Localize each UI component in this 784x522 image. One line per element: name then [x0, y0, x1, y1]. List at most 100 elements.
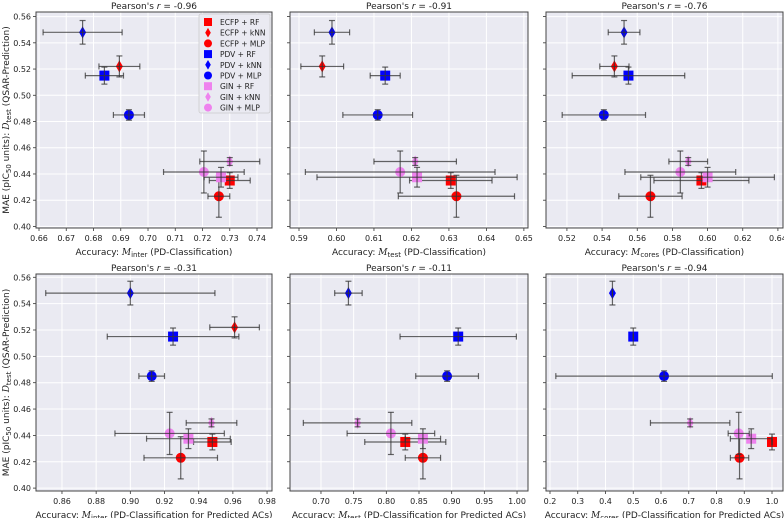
y-axis-label: MAE (pIC50 units): Dtest (QSAR-Predictio…	[2, 26, 13, 214]
panel-6: 0.2 0.3 0.4 0.5 0.6 0.7 0.8 0.9 1.0 Pearson's r =…	[543, 264, 784, 522]
panel-5: 0.70 0.75 0.80 0.85 0.90 0.95 1.00 Pearson's r …	[287, 264, 529, 522]
x-tick-label: 0.58	[664, 234, 682, 243]
data-point-ecfp-rf	[408, 172, 493, 189]
y-tick-label: 0.46	[13, 144, 31, 153]
y-tick-label: 0.46	[13, 405, 31, 414]
data-point-ecfp-mlp	[618, 174, 683, 218]
x-tick-label: 0.70	[312, 497, 330, 506]
data-point-pdv-mlp	[138, 370, 166, 382]
y-tick-label: 0.54	[13, 39, 31, 48]
data-point-ecfp-mlp	[397, 174, 516, 218]
panel-title: Pearson's r = -0.31	[111, 264, 197, 274]
x-tick-label: 0.5	[627, 497, 640, 506]
data-point-pdv-mlp	[415, 370, 480, 382]
plot-frame	[35, 11, 273, 229]
x-tick-label: 0.96	[224, 497, 242, 506]
data-point-pdv-knn	[607, 19, 641, 45]
x-tick-label: 0.54	[593, 234, 611, 243]
data-point-gin-knn	[185, 416, 238, 429]
data-point-pdv-mlp	[555, 370, 773, 382]
legend-frame	[198, 13, 271, 114]
y-tick-label: 0.44	[13, 170, 31, 179]
data-point-ecfp-knn	[98, 55, 141, 78]
y-tick-label: 0.42	[13, 196, 31, 205]
legend-entry: GIN + MLP	[220, 104, 260, 113]
x-tick-label: 0.66	[30, 234, 48, 243]
plot-frame	[545, 11, 784, 229]
panel-3: 0.52 0.54 0.56 0.58 0.60 0.62 0.64 Pearson's r …	[543, 2, 784, 259]
panel-4: 0.86 0.88 0.90 0.92 0.94 0.96 0.98 0.40 0.42 0.44…	[2, 264, 276, 522]
plot-frame	[289, 11, 529, 229]
x-tick-label: 0.90	[443, 497, 461, 506]
x-tick-label: 0.71	[166, 234, 184, 243]
x-tick-label: 0.63	[440, 234, 458, 243]
plot-background	[546, 12, 783, 228]
data-point-ecfp-mlp	[729, 436, 750, 480]
legend-entry: PDV + MLP	[220, 72, 262, 81]
x-tick-label: 0.74	[248, 234, 266, 243]
x-axis-label: Accuracy: Mcores (PD-Classification for …	[545, 511, 784, 518]
y-tick-label: 0.52	[13, 326, 31, 335]
data-point-gin-knn	[199, 155, 261, 168]
data-point-pdv-rf	[106, 327, 240, 346]
x-tick-label: 0.8	[710, 497, 723, 506]
x-axis-label: Accuracy: Mcores (PD-Classification)	[585, 248, 744, 259]
y-tick-label: 0.50	[13, 352, 31, 361]
data-point-gin-mlp	[624, 150, 737, 194]
data-point-gin-mlp	[162, 150, 245, 194]
panel-title: Pearson's r = -0.96	[111, 2, 197, 12]
data-point-gin-mlp	[304, 150, 496, 194]
plot-frame	[35, 273, 273, 492]
x-tick-label: 0.70	[139, 234, 157, 243]
data-point-gin-knn	[668, 155, 709, 168]
x-tick-label: 0.92	[156, 497, 174, 506]
data-point-ecfp-mlp	[143, 436, 219, 480]
panel-title: Pearson's r = -0.11	[366, 264, 452, 274]
x-tick-label: 0.4	[599, 497, 612, 506]
x-tick-label: 0.61	[365, 234, 383, 243]
x-tick-label: 1.00	[508, 497, 526, 506]
data-point-pdv-rf	[571, 66, 686, 85]
data-point-ecfp-knn	[209, 316, 260, 339]
x-axis-label: Accuracy: Mtest (PD-Classification)	[332, 248, 486, 259]
square-marker	[204, 50, 212, 59]
circle-marker	[204, 71, 212, 80]
data-point-gin-mlp	[727, 411, 750, 456]
y-axis-label: MAE (pIC50 units): Dtest (QSAR-Predictio…	[2, 289, 13, 477]
data-point-gin-rf	[316, 166, 518, 188]
data-point-pdv-knn	[334, 280, 363, 306]
x-tick-label: 0.2	[544, 497, 557, 506]
square-marker	[204, 82, 212, 91]
x-tick-label: 0.60	[328, 234, 346, 243]
x-tick-label: 0.69	[112, 234, 130, 243]
data-point-pdv-knn	[608, 280, 616, 306]
x-tick-label: 0.62	[403, 234, 421, 243]
data-point-gin-knn	[373, 155, 458, 168]
x-tick-label: 0.86	[53, 497, 71, 506]
plot-frame	[545, 273, 784, 492]
x-tick-label: 0.98	[258, 497, 276, 506]
x-tick-label: 0.73	[221, 234, 239, 243]
data-point-pdv-rf	[369, 66, 401, 85]
y-tick-label: 0.54	[13, 300, 31, 309]
data-point-gin-mlp	[114, 411, 225, 456]
x-tick-label: 0.56	[628, 234, 646, 243]
plot-background	[290, 12, 528, 228]
panel-title: Pearson's r = -0.94	[621, 264, 707, 274]
square-marker	[204, 18, 212, 26]
data-point-pdv-mlp	[342, 109, 414, 121]
data-point-pdv-mlp	[112, 109, 146, 121]
data-point-ecfp-rf	[653, 172, 750, 189]
data-point-pdv-knn	[42, 19, 123, 45]
data-point-gin-mlp	[346, 411, 436, 456]
data-point-gin-rf	[640, 166, 775, 188]
x-axis-label: Accuracy: Minter (PD-Classification)	[76, 248, 233, 259]
data-point-gin-rf	[729, 428, 773, 450]
data-point-pdv-rf	[399, 327, 517, 346]
diamond-marker	[205, 92, 211, 102]
data-point-ecfp-rf	[192, 433, 232, 451]
x-axis-label: Accuracy: Minter (PD-Classification for …	[35, 511, 272, 518]
x-tick-label: 0.65	[515, 234, 533, 243]
y-tick-label: 0.56	[13, 13, 31, 22]
